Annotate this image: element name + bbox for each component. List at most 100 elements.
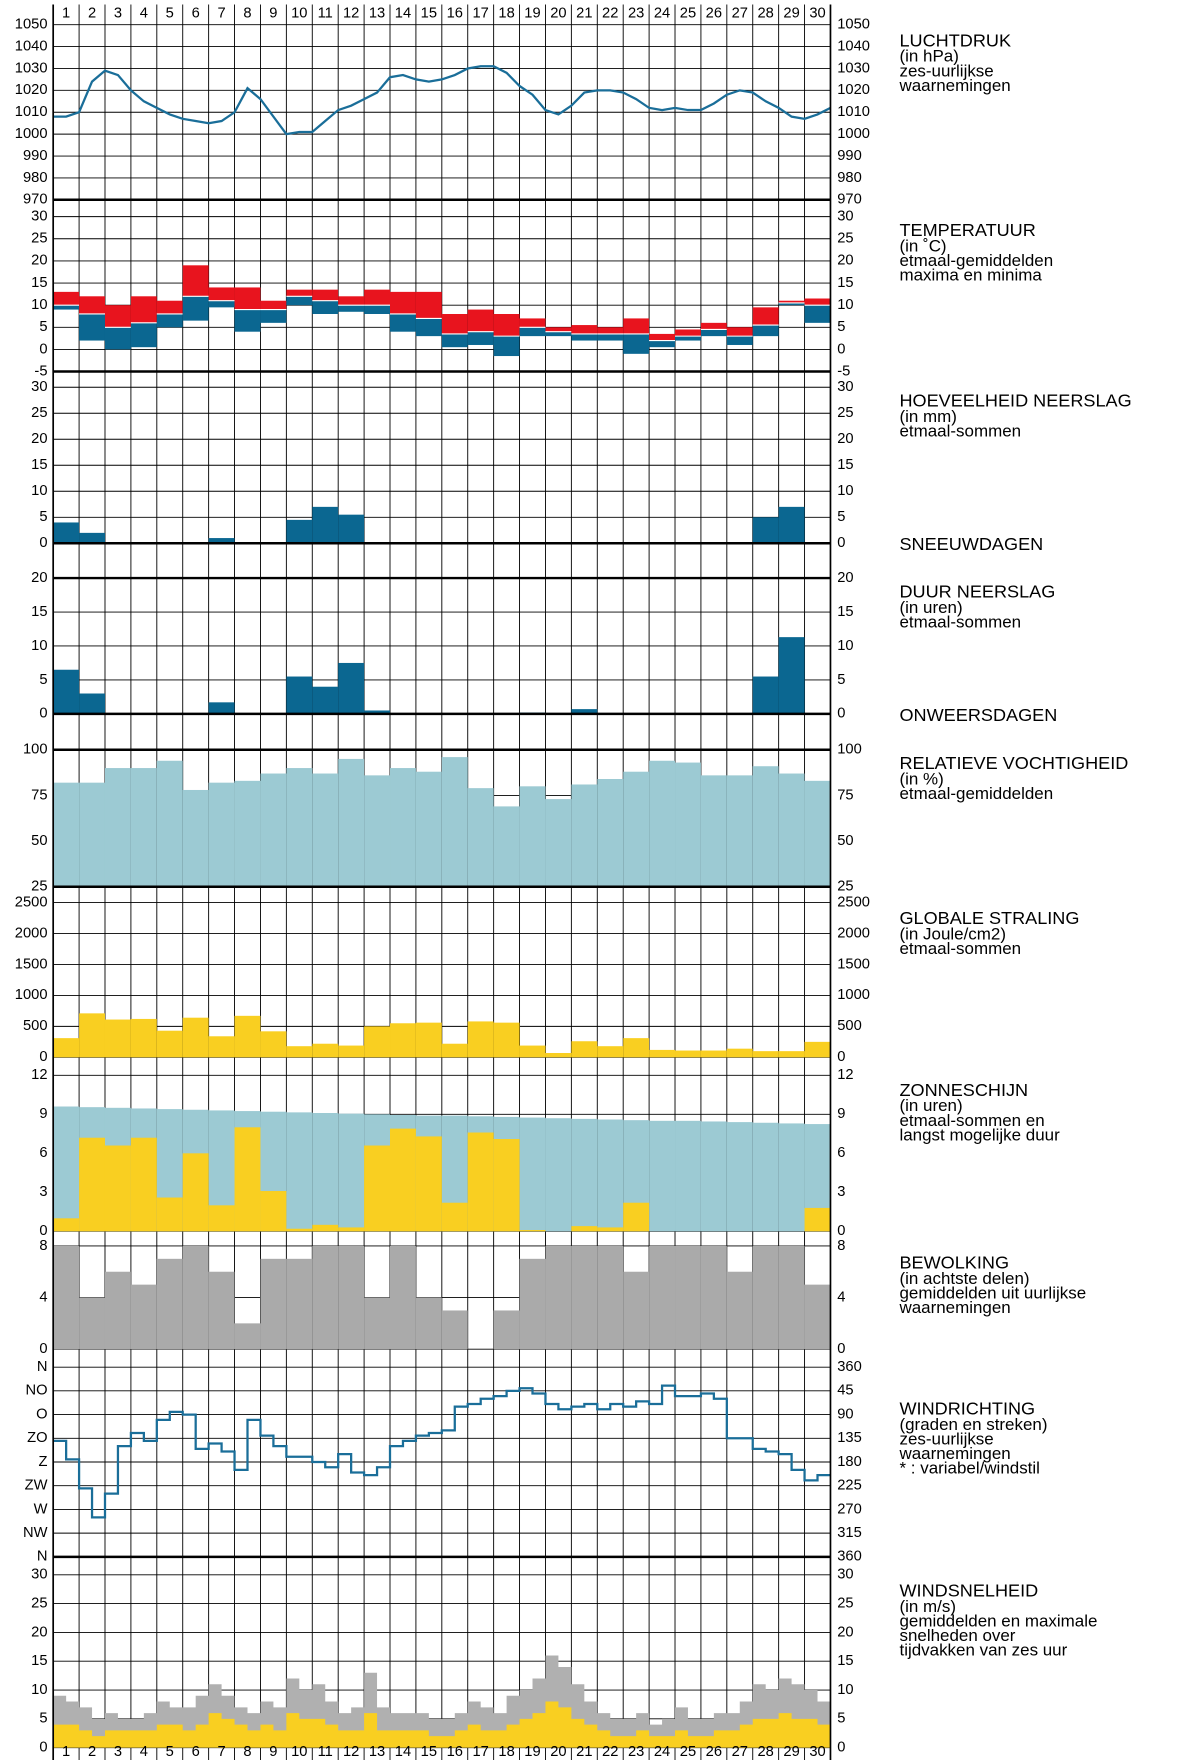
panel-title: HOEVEELHEID NEERSLAG [899,391,1131,411]
y-tick-label: 1030 [15,60,48,76]
y2-tick-label: 15 [837,275,853,291]
bar [79,782,105,887]
y-tick-label: 20 [31,1624,47,1640]
temp-low [234,309,261,332]
day-label: 25 [680,5,696,21]
direction-line [53,1384,831,1519]
temp-high [623,318,650,334]
bar [700,1050,727,1058]
bar [519,1258,546,1350]
y2-tick-label: 5 [837,319,845,335]
bar [182,1017,209,1058]
temp-low [390,313,416,332]
y-tick-label: 25 [31,405,47,421]
y-tick-label: 6 [39,1145,47,1161]
temp-low [79,313,105,341]
temp-high [156,300,183,314]
y-tick-label: 0 [39,706,47,722]
day-label: 27 [732,5,748,21]
panel-note: (in Joule/cm2) [899,925,1005,944]
y-tick-label: 100 [23,742,48,758]
bar [571,784,598,887]
y2-tick-label: 3 [837,1184,845,1200]
day-label: 13 [369,1744,385,1760]
day-label: 12 [343,1744,359,1760]
bar [312,773,339,887]
temp-high [752,307,779,326]
day-label: 28 [758,5,774,21]
y-tick-label: W [34,1501,48,1517]
y2-tick-label: 20 [837,1624,853,1640]
day-label: 6 [192,5,200,21]
bar [415,1022,442,1058]
temp-low [53,305,80,310]
bar [623,1271,650,1350]
day-label: 21 [576,5,592,21]
y-tick-label: 0 [39,341,47,357]
speed-area [53,1701,831,1748]
temp-high [415,291,442,319]
y2-tick-label: 1030 [837,60,870,76]
temp-low [804,305,831,323]
temp-high [545,327,572,332]
bar [778,773,805,887]
day-label: 19 [524,1744,540,1760]
bar [519,786,546,887]
temp-high [312,289,339,301]
temp-low [700,329,727,337]
bar [338,662,365,714]
bar [752,517,779,544]
bar [234,1323,261,1350]
bar [182,1245,209,1350]
day-label: 30 [809,5,825,21]
temp-low [623,333,650,354]
y-tick-label: 5 [39,509,47,525]
temp-high [338,296,365,306]
panel-title: GLOBALE STRALING [899,908,1079,928]
temp-high [53,291,80,306]
bar [130,1137,157,1232]
panel-title: LUCHTDRUK [899,30,1011,50]
bar [597,1119,624,1232]
bar [571,1118,598,1232]
bar [390,1023,416,1058]
temp-high [208,287,235,301]
bar [260,1258,287,1350]
bar [234,780,261,887]
y-tick-label: 50 [31,833,47,849]
bar [390,1128,416,1232]
bar [364,1297,391,1350]
panel-note: etmaal-gemiddelden [899,784,1053,803]
y-tick-label: 30 [31,379,47,395]
y-tick-label: 10 [31,638,47,654]
marks [53,65,831,1748]
bar [571,1245,598,1350]
temp-high [571,325,598,334]
day-label: 25 [680,1744,696,1760]
y-tick-label: 5 [39,1711,47,1727]
bar [79,532,105,544]
day-label: 1 [62,1744,70,1760]
bar [234,1015,261,1058]
panel-note: gemiddelden uit uurlijkse [899,1284,1086,1303]
y-tick-label: 990 [23,148,48,164]
bar [53,522,80,544]
bar [726,1048,753,1058]
bar [778,1051,805,1058]
day-label: 8 [243,5,251,21]
bar [804,1207,831,1232]
bar [752,1245,779,1350]
bar [130,768,157,887]
day-label: 12 [343,5,359,21]
day-label: 1 [62,5,70,21]
y2-tick-label: 9 [837,1106,845,1122]
axes: 1122334455667788991010111112121313141415… [15,4,1132,1760]
y2-tick-label: 1500 [837,956,870,972]
bar [804,1041,831,1058]
bar [130,1284,157,1350]
y2-tick-label: 0 [837,1049,845,1065]
panel-title: TEMPERATUUR [899,220,1035,240]
y2-tick-label: 15 [837,1653,853,1669]
y2-tick-label: 5 [837,672,845,688]
